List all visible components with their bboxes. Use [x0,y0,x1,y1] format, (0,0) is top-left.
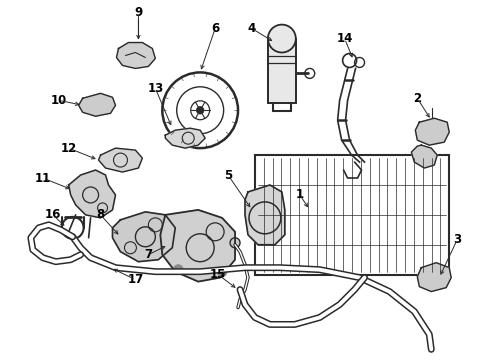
Polygon shape [98,148,143,172]
Text: 3: 3 [453,233,461,246]
Polygon shape [160,210,235,282]
Text: 9: 9 [134,6,143,19]
Circle shape [196,107,204,114]
Polygon shape [416,118,449,145]
Polygon shape [69,170,116,218]
Polygon shape [113,212,175,262]
Bar [268,39,296,103]
Circle shape [173,265,183,275]
Text: 17: 17 [127,273,144,286]
Polygon shape [165,128,205,148]
Polygon shape [245,185,285,245]
Text: 1: 1 [296,188,304,202]
Text: 7: 7 [145,248,152,261]
Text: 12: 12 [61,141,77,155]
Circle shape [268,24,296,53]
Text: 8: 8 [97,208,105,221]
Polygon shape [417,263,451,292]
Text: 4: 4 [248,22,256,35]
Text: 2: 2 [413,92,421,105]
Polygon shape [117,42,155,68]
Text: 13: 13 [147,82,164,95]
Text: 10: 10 [50,94,67,107]
Text: 11: 11 [35,171,51,185]
Circle shape [230,238,240,248]
Text: 16: 16 [45,208,61,221]
Text: 6: 6 [211,22,219,35]
Bar [255,155,449,275]
Polygon shape [412,145,437,168]
Polygon shape [78,93,116,116]
Circle shape [217,267,227,276]
Text: 14: 14 [337,32,353,45]
Text: 5: 5 [224,168,232,181]
Text: 15: 15 [210,268,226,281]
